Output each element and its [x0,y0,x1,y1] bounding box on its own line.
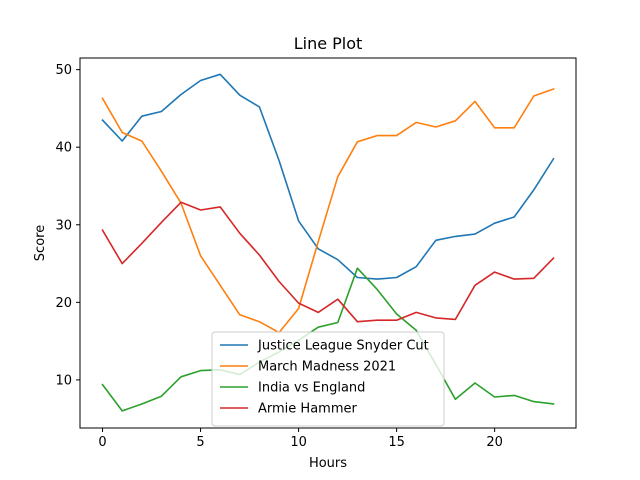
plot-frame [79,57,577,429]
x-axis: 0 5 10 15 20 [98,428,503,450]
series-layer [101,73,555,412]
y-tick-label-4: 50 [55,63,72,78]
chart-title: Line Plot [294,34,363,53]
x-tick-label-3: 15 [388,435,405,450]
y-tick-label-2: 30 [55,218,72,233]
series-line-2 [101,267,555,412]
legend-label-1: March Madness 2021 [258,360,396,375]
y-tick-label-1: 20 [55,296,72,311]
y-axis: 10 20 30 40 50 [55,63,80,388]
x-tick-label-2: 10 [290,435,307,450]
series-line-1 [101,87,555,334]
x-axis-label: Hours [309,456,347,471]
y-axis-label: Score [33,225,48,261]
y-tick-label-0: 10 [55,373,72,388]
series-line-0 [101,73,555,280]
x-tick-label-4: 20 [486,435,503,450]
legend-label-3: Armie Hammer [258,402,357,417]
series-line-3 [101,201,555,323]
y-tick-label-3: 40 [55,141,72,156]
legend-label-0: Justice League Snyder Cut [257,339,429,354]
legend-box [211,331,445,427]
x-tick-label-1: 5 [196,435,204,450]
legend-label-2: India vs England [258,381,365,396]
legend: Justice League Snyder Cut March Madness 2… [211,331,445,427]
x-tick-label-0: 0 [98,435,106,450]
